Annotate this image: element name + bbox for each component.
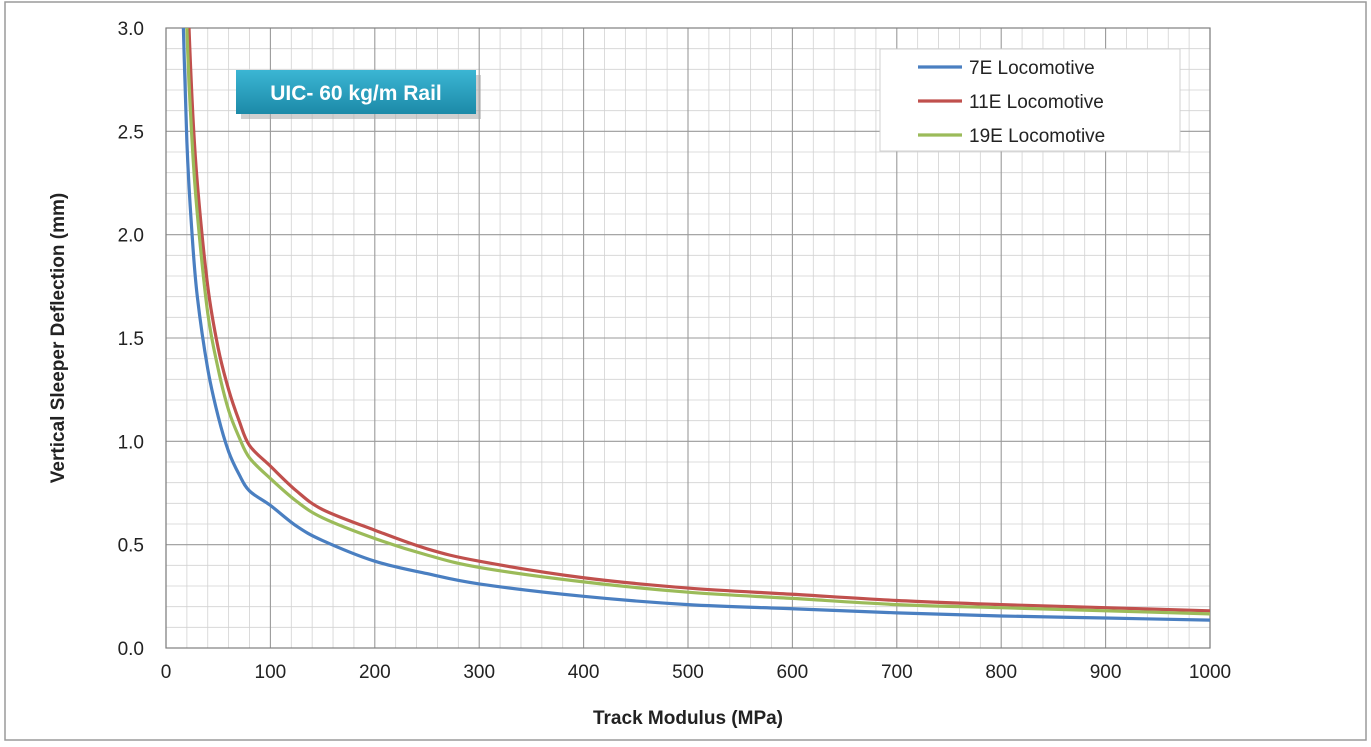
annotation-box: UIC- 60 kg/m Rail [236, 70, 481, 119]
series-line-3 [185, 28, 1210, 616]
series-line-2 [187, 28, 1210, 613]
annotation-text: UIC- 60 kg/m Rail [270, 82, 442, 105]
x-axis-ticks: 0 100 200 300 400 500 600 700 800 900 1000 [161, 662, 1231, 683]
x-tick-label: 900 [1090, 662, 1122, 683]
x-tick-label: 300 [463, 662, 495, 683]
x-tick-label: 400 [568, 662, 600, 683]
x-tick-label: 1000 [1189, 662, 1231, 683]
plot-area [165, 27, 1211, 649]
legend-label: 7E Locomotive [969, 58, 1095, 79]
x-tick-label: 200 [359, 662, 391, 683]
y-tick-label: 2.0 [118, 226, 144, 247]
y-axis-ticks: 0.0 0.5 1.0 1.5 2.0 2.5 3.0 [118, 19, 144, 660]
x-tick-label: 100 [255, 662, 287, 683]
grid-major [165, 27, 1211, 649]
x-axis-title: Track Modulus (MPa) [593, 708, 783, 729]
x-tick-label: 600 [777, 662, 809, 683]
y-tick-label: 2.5 [118, 122, 144, 143]
legend-label: 11E Locomotive [969, 92, 1104, 113]
y-tick-label: 3.0 [118, 19, 144, 40]
legend: 7E Locomotive 11E Locomotive 19E Locomotiv… [879, 48, 1181, 152]
x-tick-label: 700 [881, 662, 913, 683]
series-line-1 [181, 28, 1210, 622]
x-tick-label: 800 [985, 662, 1017, 683]
y-axis-title: Vertical Sleeper Deflection (mm) [48, 193, 69, 483]
y-tick-label: 1.5 [118, 329, 144, 350]
y-tick-label: 0.0 [118, 639, 144, 660]
y-tick-label: 0.5 [118, 536, 144, 557]
x-tick-label: 0 [161, 662, 172, 683]
x-tick-label: 500 [672, 662, 704, 683]
series-lines [181, 28, 1210, 622]
y-tick-label: 1.0 [118, 432, 144, 453]
legend-label: 19E Locomotive [969, 126, 1105, 147]
